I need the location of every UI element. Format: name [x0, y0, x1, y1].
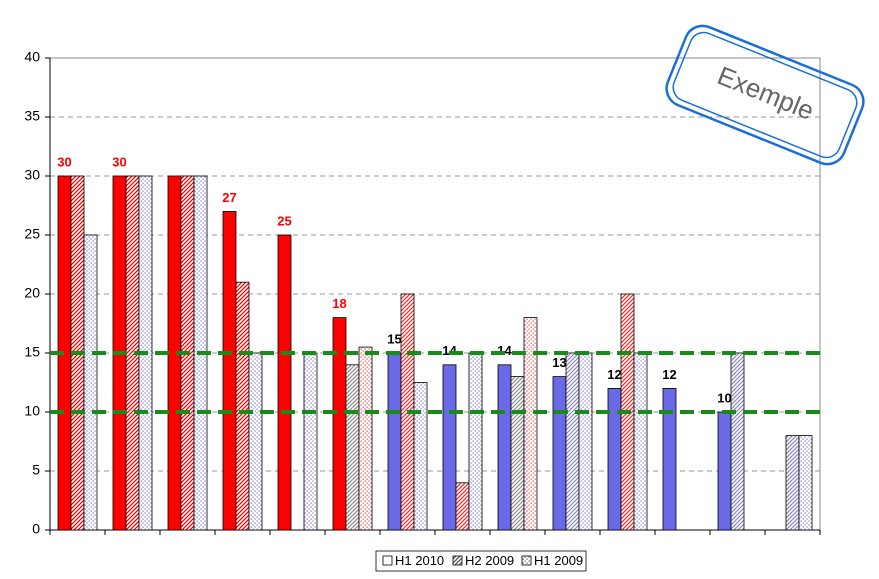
legend-label: H2 2009	[465, 553, 514, 568]
bar	[332, 317, 347, 531]
bar	[730, 352, 745, 531]
y-tick-label: 20	[24, 285, 40, 301]
data-label: 30	[57, 154, 71, 169]
data-label: 30	[112, 154, 126, 169]
y-tick-label: 15	[24, 344, 40, 360]
legend-swatch	[382, 555, 393, 566]
bar	[303, 352, 318, 531]
bar	[633, 352, 648, 531]
bar	[442, 364, 457, 531]
data-label: 27	[222, 190, 236, 205]
bar	[455, 482, 470, 531]
bar	[387, 352, 402, 531]
y-tick-label: 35	[24, 108, 40, 124]
legend-label: H1 2009	[534, 553, 583, 568]
bar	[552, 376, 567, 531]
legend-box	[375, 550, 587, 572]
bar	[277, 234, 292, 531]
bar	[222, 210, 237, 531]
data-label: 25	[277, 213, 291, 228]
legend-swatch	[521, 555, 532, 566]
bar	[413, 382, 428, 531]
legend: H1 2010 H2 2009 H1 2009	[375, 550, 587, 572]
bar	[607, 387, 622, 531]
bar	[345, 364, 360, 531]
bar	[510, 376, 525, 531]
stamp-border	[665, 24, 865, 166]
data-label: 18	[332, 296, 346, 311]
legend-swatch	[452, 555, 463, 566]
bar	[523, 317, 538, 531]
stamp-border-inner	[672, 31, 858, 159]
data-label: 15	[387, 331, 401, 346]
bar	[785, 435, 800, 531]
bar	[83, 234, 98, 531]
data-label: 14	[442, 343, 457, 358]
bar	[565, 352, 580, 531]
y-tick-label: 30	[24, 167, 40, 183]
bar	[248, 352, 263, 531]
y-tick-label: 25	[24, 226, 40, 242]
bar	[662, 387, 677, 531]
y-tick-label: 5	[32, 462, 40, 478]
y-tick-label: 10	[24, 403, 40, 419]
data-label: 12	[607, 367, 621, 382]
bar	[235, 281, 250, 531]
y-tick-label: 40	[24, 49, 40, 65]
y-tick-label: 0	[32, 521, 40, 537]
bar	[717, 411, 732, 531]
data-label: 10	[717, 390, 731, 405]
bar	[358, 346, 373, 531]
bar	[497, 364, 512, 531]
data-label: 14	[497, 343, 512, 358]
legend-label: H1 2010	[395, 553, 444, 568]
data-label: 12	[662, 367, 676, 382]
data-label: 13	[552, 355, 566, 370]
plot-area	[49, 57, 821, 531]
bar	[578, 352, 593, 531]
bar	[468, 352, 483, 531]
bar	[798, 435, 813, 531]
